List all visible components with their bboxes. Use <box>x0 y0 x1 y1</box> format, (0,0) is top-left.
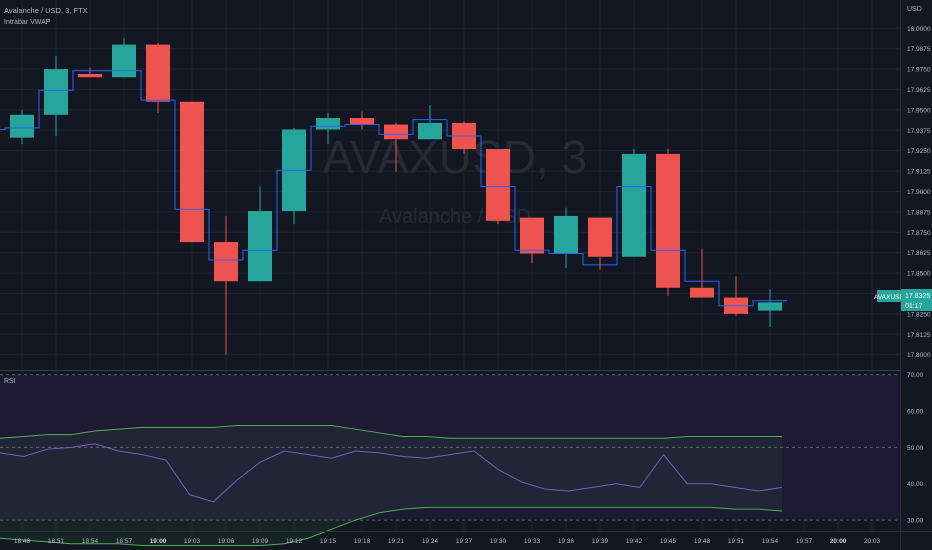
rsi-axis[interactable]: 70.00 60.00 50.00 40.00 30.00 <box>907 372 924 524</box>
time-tick-label[interactable]: 18:51 <box>48 538 65 545</box>
rsi-series[interactable] <box>0 425 783 547</box>
time-tick-label[interactable]: 19:45 <box>660 538 677 545</box>
rsi-line <box>0 443 783 503</box>
candle-body <box>112 44 136 78</box>
price-tick-label[interactable]: 17.9375 <box>907 128 931 135</box>
time-tick-label[interactable]: 18:57 <box>116 538 133 545</box>
time-axis[interactable]: 18:48 18:51 18:54 18:57 19:00 19:03 19:06 19:09… <box>14 538 881 545</box>
price-tag-value-box <box>901 289 932 311</box>
price-tick-label[interactable]: 17.9250 <box>907 148 931 155</box>
candle-body <box>758 302 782 311</box>
vwap-series[interactable] <box>0 70 787 307</box>
time-tick-label[interactable]: 19:51 <box>728 538 745 545</box>
rsi-pane-label[interactable]: RSI <box>4 378 16 385</box>
price-tag-symbol-box <box>877 290 901 302</box>
price-tick-label[interactable]: 17.8000 <box>907 352 931 359</box>
price-tick-label[interactable]: 17.9875 <box>907 46 931 53</box>
time-tick-label[interactable]: 18:54 <box>82 538 99 545</box>
candle-body <box>690 287 714 298</box>
candle-body <box>214 242 238 282</box>
time-tick-label[interactable]: 19:21 <box>388 538 405 545</box>
candle-body <box>588 217 612 257</box>
rsi-tick-label[interactable]: 50.00 <box>907 445 924 452</box>
time-tick-label[interactable]: 19:00 <box>150 538 167 545</box>
rsi-tick-label[interactable]: 60.00 <box>907 409 924 416</box>
rsi-tick-label[interactable]: 40.00 <box>907 481 924 488</box>
rsi-band-area <box>0 374 900 521</box>
time-tick-label[interactable]: 19:24 <box>422 538 439 545</box>
price-tick-label[interactable]: 17.9000 <box>907 189 931 196</box>
price-tick-label[interactable]: 17.9625 <box>907 87 931 94</box>
indicator-name[interactable]: Intrabar VWAP <box>4 19 51 26</box>
price-tick-label[interactable]: 17.8875 <box>907 209 931 216</box>
time-tick-label[interactable]: 19:42 <box>626 538 643 545</box>
candlestick-series[interactable] <box>0 38 782 355</box>
rsi-tick-label[interactable]: 30.00 <box>907 518 924 525</box>
vwap-line <box>0 70 787 307</box>
price-tick-label[interactable]: 17.9125 <box>907 169 931 176</box>
symbol-title[interactable]: Avalanche / USD, 3, FTX <box>4 6 88 15</box>
price-tick-label[interactable]: 17.8625 <box>907 250 931 257</box>
time-tick-label[interactable]: 20:00 <box>830 538 847 545</box>
time-tick-label[interactable]: 19:54 <box>762 538 779 545</box>
candle-body <box>316 118 340 130</box>
time-tick-label[interactable]: 18:48 <box>14 538 31 545</box>
time-tick-label[interactable]: 19:57 <box>796 538 813 545</box>
candle-body <box>384 124 408 140</box>
time-tick-label[interactable]: 19:12 <box>286 538 303 545</box>
price-tag: AVAXUSD 17.8325 01:17 <box>874 289 932 311</box>
candle-body <box>180 101 204 243</box>
candle-body <box>554 215 578 254</box>
bollinger-lower-line <box>0 506 783 547</box>
price-axis[interactable]: 18.0000 17.9875 17.9750 17.9625 17.9500 17.93… <box>907 26 931 359</box>
candle-body <box>78 73 102 78</box>
time-tick-label[interactable]: 19:48 <box>694 538 711 545</box>
rsi-tick-label[interactable]: 70.00 <box>907 372 924 379</box>
candle-body <box>486 149 510 221</box>
candle-body <box>656 153 680 288</box>
time-tick-label[interactable]: 19:06 <box>218 538 235 545</box>
price-tick-label[interactable]: 18.0000 <box>907 26 931 33</box>
price-tag-value: 17.8325 <box>905 293 930 300</box>
bollinger-fill <box>0 425 782 546</box>
candle-body <box>520 217 544 254</box>
time-tick-label[interactable]: 20:03 <box>864 538 881 545</box>
price-tick-label[interactable]: 17.8500 <box>907 271 931 278</box>
time-tick-label[interactable]: 19:30 <box>490 538 507 545</box>
price-tick-label[interactable]: 17.8250 <box>907 311 931 318</box>
candle-body <box>248 211 272 282</box>
time-tick-label[interactable]: 19:33 <box>524 538 541 545</box>
bollinger-upper-line <box>0 425 782 439</box>
candle-body <box>44 69 68 115</box>
time-tick-label[interactable]: 19:36 <box>558 538 575 545</box>
candle-body <box>146 44 170 102</box>
price-tick-label[interactable]: 17.9500 <box>907 107 931 114</box>
time-tick-label[interactable]: 19:09 <box>252 538 269 545</box>
price-tick-label[interactable]: 17.8125 <box>907 332 931 339</box>
candle-body <box>10 114 34 138</box>
price-tag-symbol: AVAXUSD <box>874 294 904 301</box>
price-tick-label[interactable]: 17.8750 <box>907 230 931 237</box>
candle-body <box>350 118 374 125</box>
price-tick-label[interactable]: 17.9750 <box>907 67 931 74</box>
time-tick-label[interactable]: 19:15 <box>320 538 337 545</box>
candle-body <box>418 122 442 140</box>
currency-label: USD <box>907 6 922 13</box>
time-tick-label[interactable]: 19:27 <box>456 538 473 545</box>
time-tick-label[interactable]: 19:03 <box>184 538 201 545</box>
time-tick-label[interactable]: 19:18 <box>354 538 371 545</box>
price-tag-countdown: 01:17 <box>905 303 923 310</box>
time-tick-label[interactable]: 19:39 <box>592 538 609 545</box>
candle-body <box>622 153 646 257</box>
